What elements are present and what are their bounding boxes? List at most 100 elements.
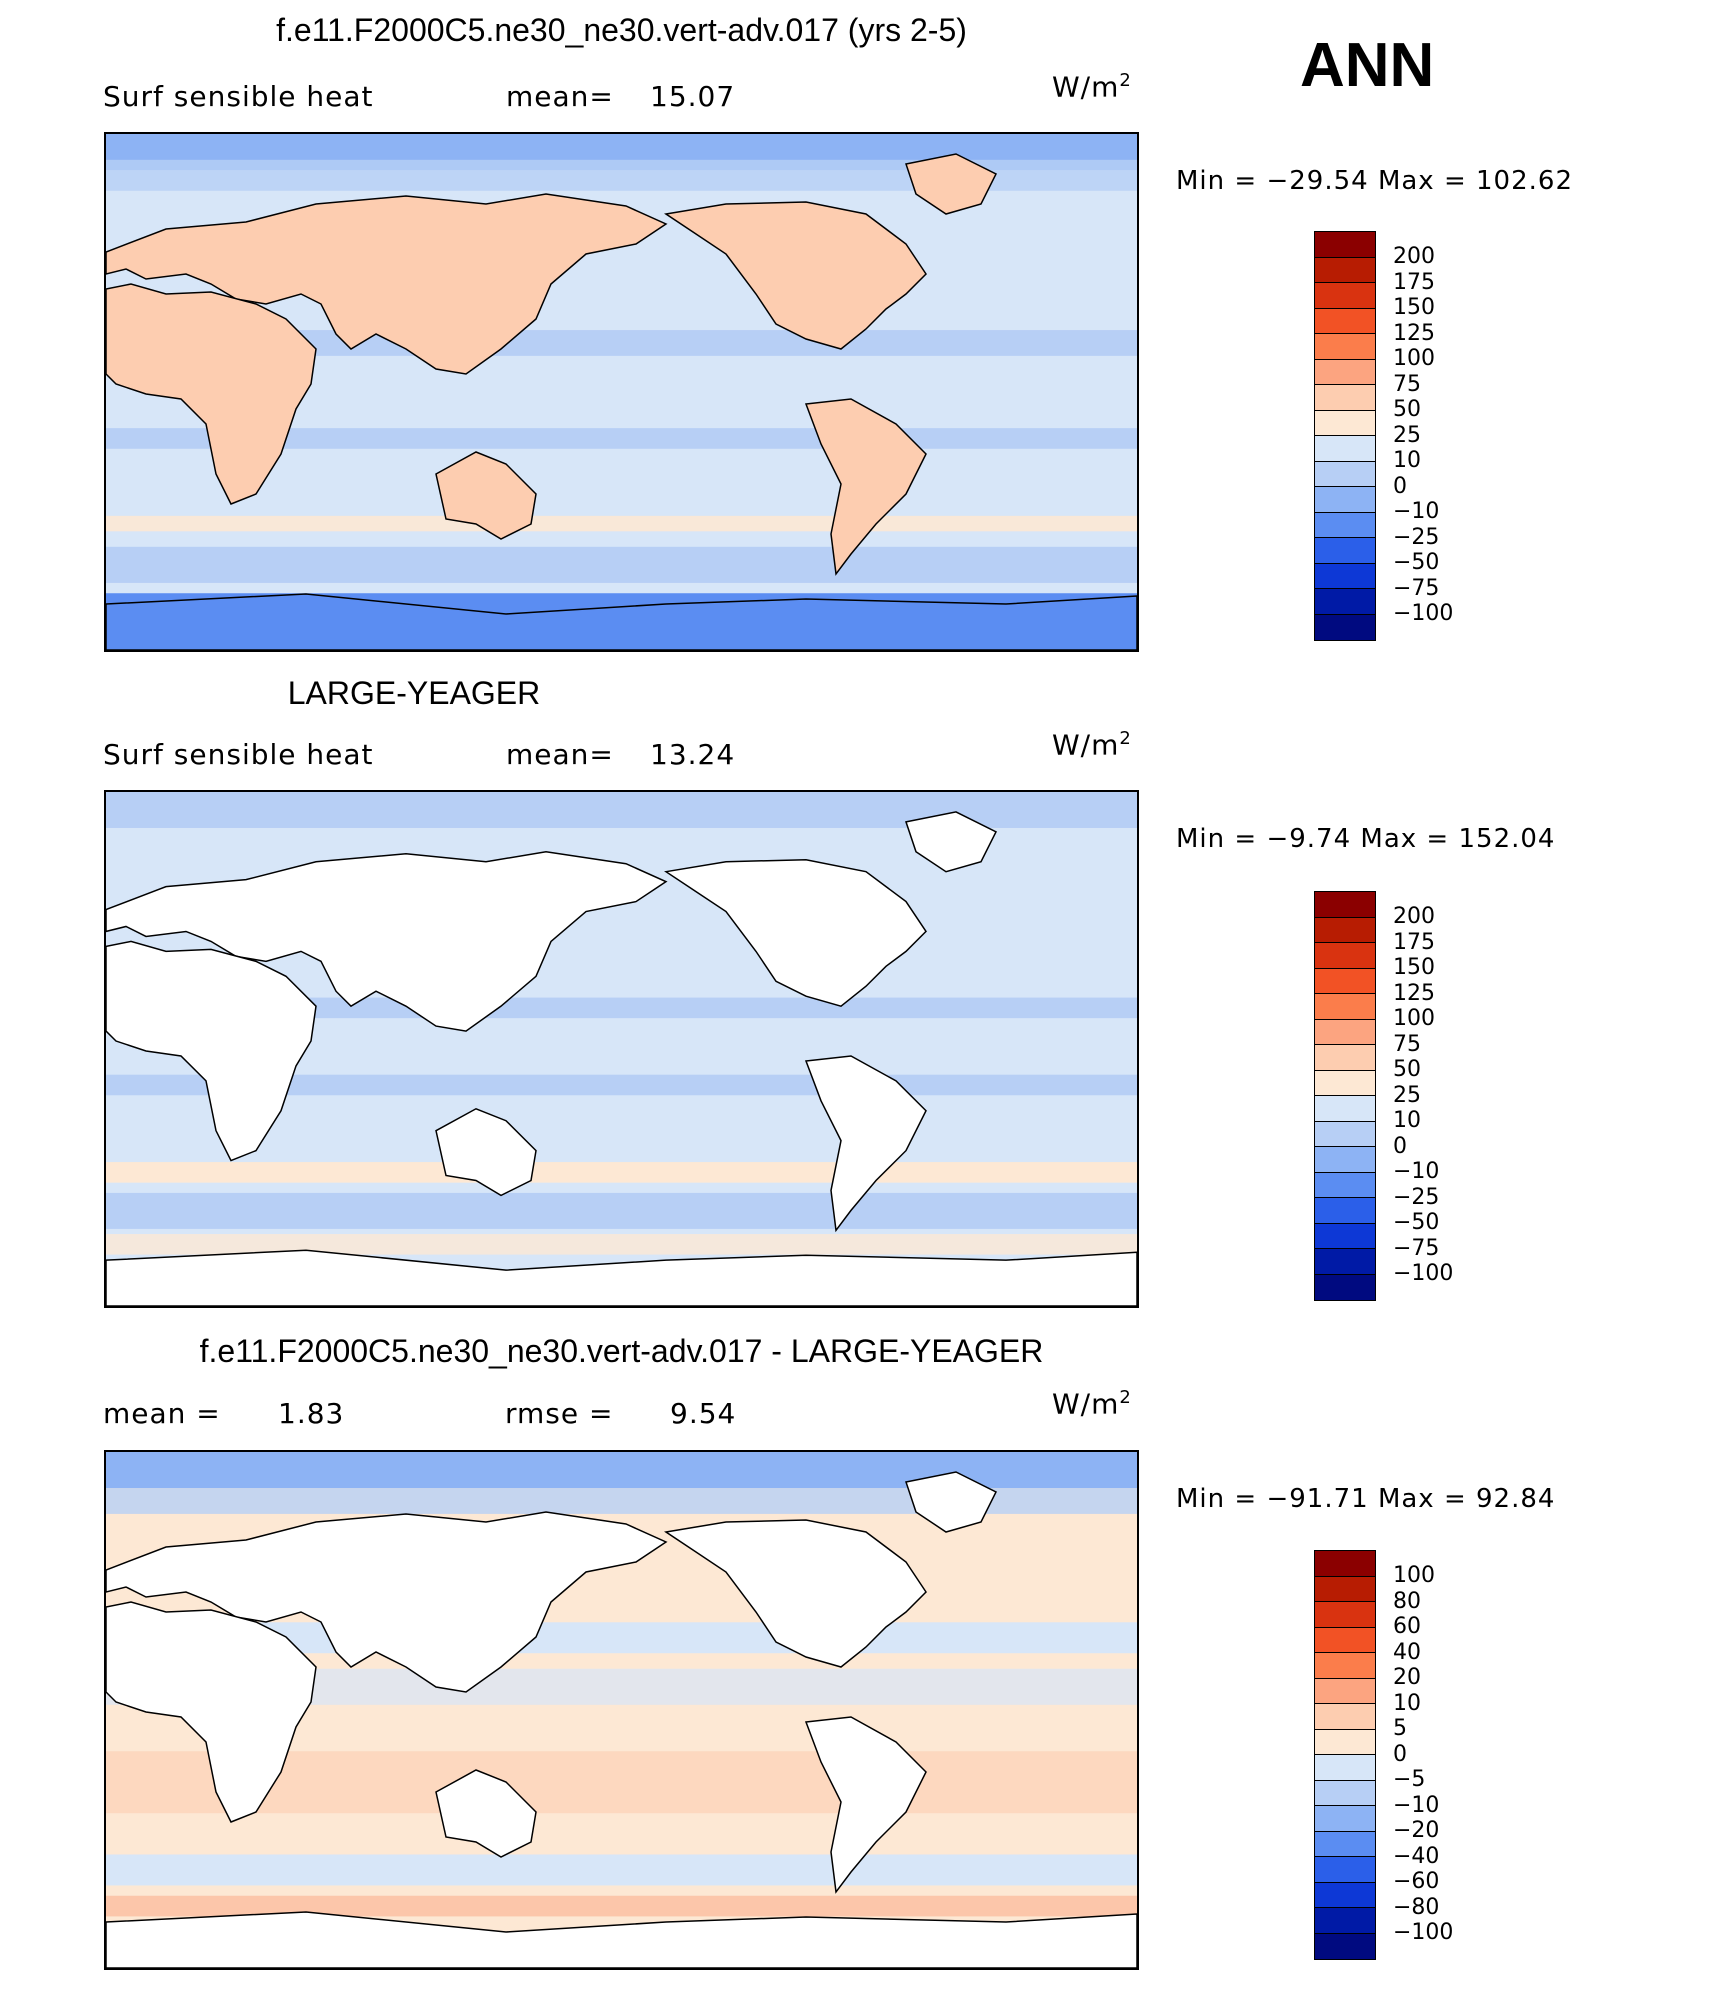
panel-3-title: f.e11.F2000C5.ne30_ne30.vert-adv.017 - L… xyxy=(199,1333,1044,1369)
antarctica-outline xyxy=(106,1249,1137,1306)
colorbar-swatch xyxy=(1315,410,1375,436)
field-band xyxy=(106,997,1137,1019)
colorbar-level-label: 50 xyxy=(1393,397,1421,422)
colorbar-swatch xyxy=(1315,1121,1375,1147)
colorbar-level-label: 100 xyxy=(1393,1006,1435,1031)
colorbar-level-label: 175 xyxy=(1393,269,1435,295)
colorbar-level-label: −10 xyxy=(1393,1159,1440,1184)
field-band xyxy=(106,1162,1137,1183)
antarctica-outline xyxy=(106,593,1137,650)
colorbar-level-label: 150 xyxy=(1393,295,1435,320)
colorbar-level-label: 10 xyxy=(1393,1690,1421,1716)
colorbar-swatch xyxy=(1315,257,1375,283)
colorbar-swatch xyxy=(1315,614,1375,640)
panel-3-min-max: Min = −91.71 Max = 92.84 xyxy=(1176,1484,1555,1514)
colorbar-level-label: −75 xyxy=(1393,575,1440,601)
colorbar-swatch xyxy=(1315,1602,1375,1628)
panel-1-map-svg xyxy=(106,134,1137,650)
panel-2-units: W/m2 xyxy=(1052,728,1132,762)
colorbar-swatch xyxy=(1315,1045,1375,1071)
colorbar-swatch xyxy=(1315,1274,1375,1300)
colorbar-level-label: −100 xyxy=(1393,1920,1454,1945)
colorbar-level-label: −50 xyxy=(1393,550,1440,575)
colorbar-level-label: 10 xyxy=(1393,448,1421,473)
panel-2-map xyxy=(104,790,1139,1308)
colorbar-swatch xyxy=(1315,512,1375,538)
panel-1-colorbar-labels: 200 175 150 125 100 75 50 25 10 0 −10 −25 −50 −75 −100 xyxy=(1393,244,1453,627)
colorbar-level-label: −10 xyxy=(1393,499,1440,524)
colorbar-swatch xyxy=(1315,1806,1375,1832)
panel-3-map-svg xyxy=(106,1452,1137,1968)
colorbar-swatch xyxy=(1315,1172,1375,1198)
field-band xyxy=(106,546,1137,583)
panel-1-colorbar xyxy=(1314,231,1376,641)
panel-1-min-max: Min = −29.54 Max = 102.62 xyxy=(1176,166,1573,196)
panel-2-max-label: Max = xyxy=(1360,824,1450,854)
colorbar-level-label: 25 xyxy=(1393,1082,1421,1108)
colorbar-swatch xyxy=(1315,1755,1375,1781)
colorbar-swatch xyxy=(1315,1780,1375,1806)
colorbar-level-label: 60 xyxy=(1393,1614,1421,1639)
field-band xyxy=(106,515,1137,532)
panel-2-mean-label: mean= xyxy=(506,738,614,771)
colorbar-swatch xyxy=(1315,359,1375,385)
panel-3-min-value: −91.71 xyxy=(1266,1484,1369,1514)
colorbar-level-label: 20 xyxy=(1393,1665,1421,1690)
panel-3-map xyxy=(104,1450,1139,1970)
colorbar-level-label: −5 xyxy=(1393,1767,1426,1792)
panel-1-min-value: −29.54 xyxy=(1266,166,1369,196)
panel-3-rmse-value: 9.54 xyxy=(670,1397,737,1430)
continent-outline xyxy=(106,283,317,505)
panel-1-map xyxy=(104,132,1139,652)
colorbar-swatch xyxy=(1315,892,1375,918)
field-band xyxy=(106,1895,1137,1917)
continent-outline xyxy=(435,1107,537,1197)
colorbar-swatch xyxy=(1315,563,1375,589)
colorbar-swatch xyxy=(1315,308,1375,334)
colorbar-level-label: 200 xyxy=(1393,904,1435,929)
colorbar-swatch xyxy=(1315,334,1375,360)
field-band xyxy=(106,792,1137,828)
panel-3-colorbar xyxy=(1314,1550,1376,1960)
colorbar-level-label: −60 xyxy=(1393,1869,1440,1894)
colorbar-level-label: 200 xyxy=(1393,244,1435,269)
panel-2-min-value: −9.74 xyxy=(1266,824,1352,854)
panel-2-min-label: Min = xyxy=(1176,824,1267,854)
colorbar-level-label: 150 xyxy=(1393,955,1435,980)
colorbar-level-label: 175 xyxy=(1393,929,1435,955)
panel-1-variable-label: Surf sensible heat xyxy=(103,80,374,113)
colorbar-level-label: 0 xyxy=(1393,1741,1407,1767)
colorbar-swatch xyxy=(1315,589,1375,615)
colorbar-swatch xyxy=(1315,1147,1375,1173)
continent-outline xyxy=(664,201,927,350)
continent-outline xyxy=(905,153,998,215)
colorbar-level-label: −50 xyxy=(1393,1210,1440,1235)
colorbar-swatch xyxy=(1315,994,1375,1020)
colorbar-swatch xyxy=(1315,1678,1375,1704)
panel-3-max-value: 92.84 xyxy=(1476,1484,1556,1514)
panel-1-title: f.e11.F2000C5.ne30_ne30.vert-adv.017 (yr… xyxy=(276,12,967,48)
field-band xyxy=(106,1854,1137,1886)
colorbar-level-label: 75 xyxy=(1393,371,1421,397)
panel-1-mean-label: mean= xyxy=(506,80,614,113)
colorbar-swatch xyxy=(1315,1704,1375,1730)
continent-outline xyxy=(804,398,927,576)
colorbar-level-label: 125 xyxy=(1393,980,1435,1006)
panel-2-colorbar xyxy=(1314,891,1376,1301)
colorbar-level-label: −20 xyxy=(1393,1818,1440,1843)
colorbar-swatch xyxy=(1315,1198,1375,1224)
colorbar-swatch xyxy=(1315,1627,1375,1653)
colorbar-level-label: −10 xyxy=(1393,1792,1440,1818)
colorbar-swatch xyxy=(1315,1653,1375,1679)
colorbar-swatch xyxy=(1315,1857,1375,1883)
continent-outline xyxy=(106,940,317,1162)
continent-outline xyxy=(664,1519,927,1668)
continent-outline xyxy=(905,1471,998,1533)
panel-2-variable-label: Surf sensible heat xyxy=(103,738,374,771)
colorbar-level-label: 0 xyxy=(1393,473,1407,499)
panel-3-mean-label: mean = xyxy=(103,1397,221,1430)
colorbar-level-label: 125 xyxy=(1393,320,1435,346)
continent-outline xyxy=(106,1511,668,1693)
colorbar-level-label: 5 xyxy=(1393,1716,1407,1741)
panel-1-min-label: Min = xyxy=(1176,166,1267,196)
